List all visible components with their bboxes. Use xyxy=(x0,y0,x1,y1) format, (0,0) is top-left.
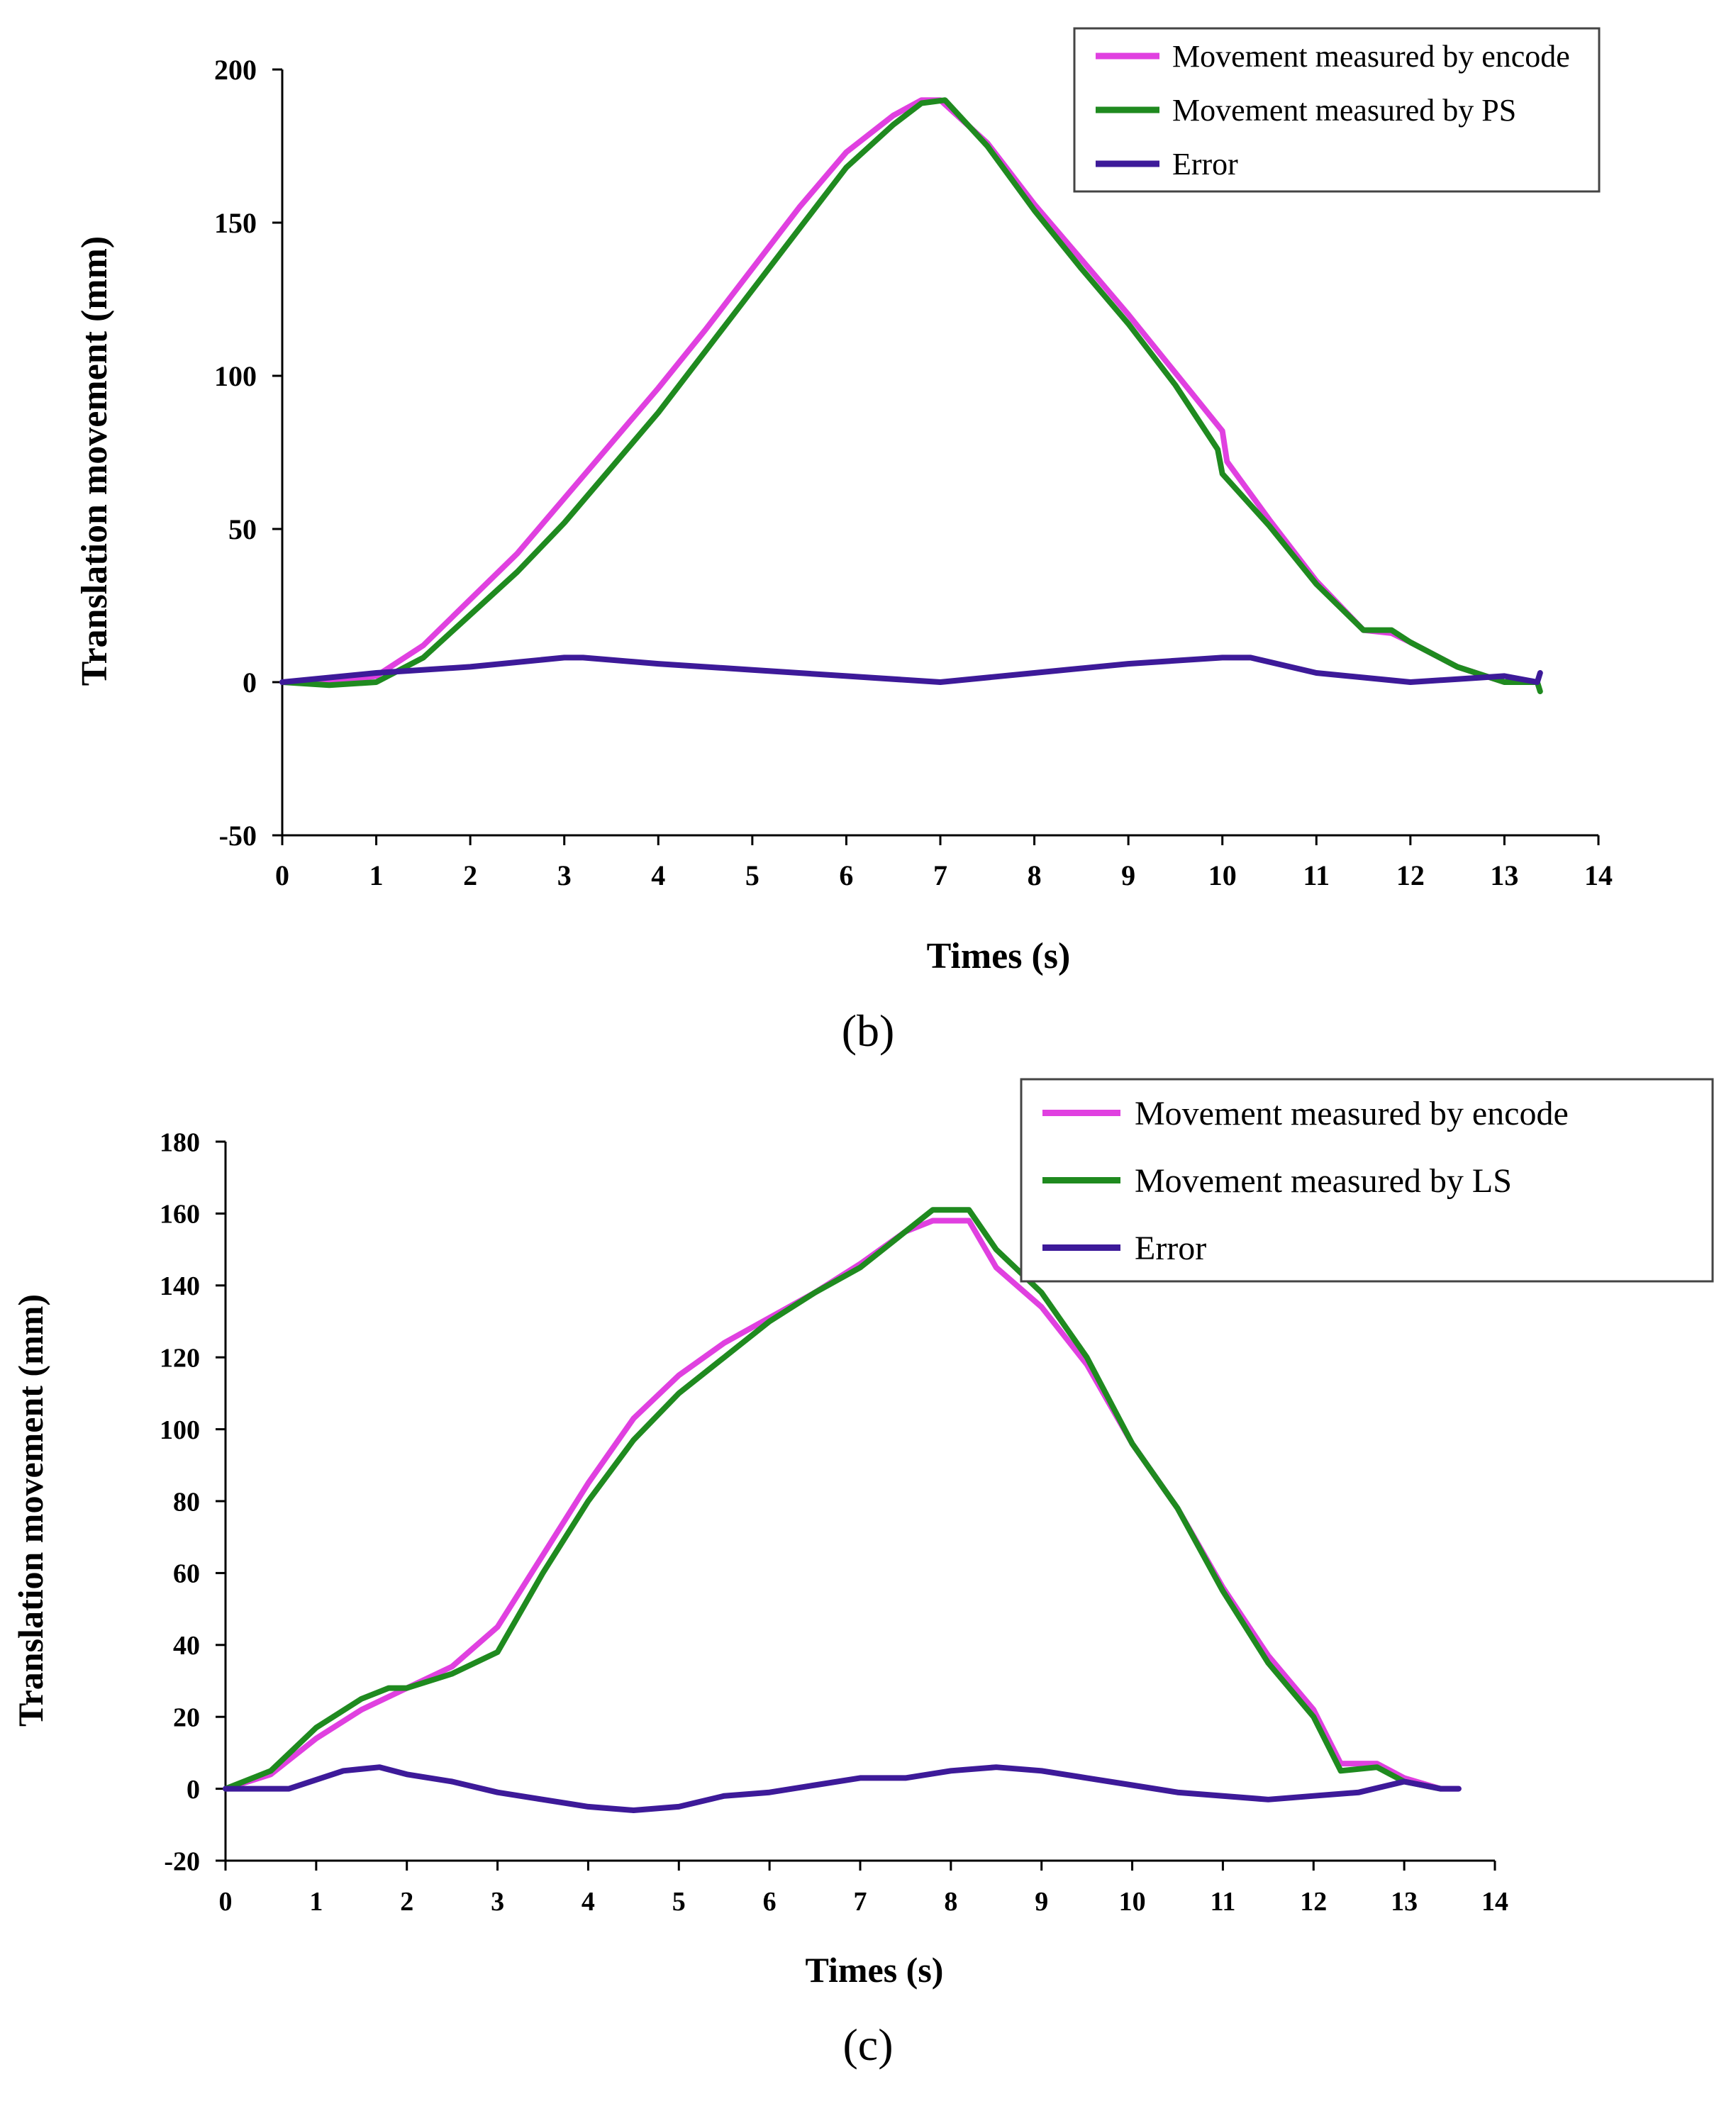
y-tick-label: 180 xyxy=(160,1127,200,1157)
x-tick-label: 8 xyxy=(944,1887,957,1917)
series-line-c-1 xyxy=(223,1207,1444,1792)
legend-entry: Error xyxy=(1172,147,1238,182)
x-tick-label: 2 xyxy=(463,859,477,891)
x-tick-label: 8 xyxy=(1028,859,1042,891)
y-tick-label: 160 xyxy=(160,1200,200,1230)
x-tick-label: 14 xyxy=(1584,859,1613,891)
x-axis-label: Times (s) xyxy=(806,1950,944,1990)
y-tick-label: 100 xyxy=(214,360,257,392)
y-tick-label: 0 xyxy=(243,667,257,698)
y-tick-label: 0 xyxy=(187,1775,200,1805)
x-tick-label: 1 xyxy=(309,1887,323,1917)
panel-label-c: (c) xyxy=(842,2019,893,2070)
y-tick-label: -20 xyxy=(164,1846,200,1876)
y-axis-label: Translation movement (mm) xyxy=(11,1294,50,1727)
x-tick-label: 7 xyxy=(933,859,947,891)
x-tick-label: 7 xyxy=(854,1887,867,1917)
y-axis-label: Translation movement (mm) xyxy=(74,236,115,686)
y-tick-label: 60 xyxy=(173,1559,200,1589)
x-tick-label: 4 xyxy=(582,1887,595,1917)
x-tick-label: 4 xyxy=(651,859,665,891)
legend-b: Movement measured by encode Movement meas… xyxy=(1073,27,1601,193)
x-tick-label: 11 xyxy=(1210,1887,1235,1917)
x-tick-label: 5 xyxy=(745,859,760,891)
legend-c: Movement measured by encode Movement meas… xyxy=(1020,1078,1714,1283)
x-tick-label: 1 xyxy=(369,859,384,891)
y-tick-label: 140 xyxy=(160,1271,200,1301)
x-tick-label: 3 xyxy=(557,859,572,891)
y-tick-label: 50 xyxy=(228,513,257,545)
x-tick-label: 2 xyxy=(400,1887,413,1917)
legend-box xyxy=(1073,27,1601,193)
x-tick-label: 9 xyxy=(1035,1887,1048,1917)
x-tick-label: 12 xyxy=(1300,1887,1327,1917)
x-tick-label: 10 xyxy=(1208,859,1237,891)
y-tick-label: 100 xyxy=(160,1415,200,1445)
legend-entry: Error xyxy=(1135,1230,1206,1267)
x-axis-label: Times (s) xyxy=(927,936,1071,976)
x-tick-label: 5 xyxy=(672,1887,686,1917)
series-line-b-1 xyxy=(279,97,1543,694)
series-line-c-2 xyxy=(223,1764,1462,1813)
x-tick-label: 10 xyxy=(1119,1887,1146,1917)
x-tick-label: 11 xyxy=(1303,859,1330,891)
legend-entry: Movement measured by encode xyxy=(1135,1095,1569,1132)
y-tick-label: 80 xyxy=(173,1487,200,1517)
x-tick-label: 14 xyxy=(1481,1887,1508,1917)
y-tick-label: 40 xyxy=(173,1631,200,1661)
x-tick-label: 12 xyxy=(1396,859,1425,891)
legend-entry: Movement measured by encode xyxy=(1172,39,1570,74)
series-line-c-0 xyxy=(223,1218,1462,1792)
x-tick-label: 3 xyxy=(491,1887,504,1917)
panel-label-b: (b) xyxy=(842,1005,895,1056)
series-line-b-2 xyxy=(279,654,1543,685)
x-tick-label: 9 xyxy=(1121,859,1135,891)
y-tick-label: 120 xyxy=(160,1344,200,1374)
y-tick-label: 200 xyxy=(214,54,257,86)
legend-box xyxy=(1020,1078,1714,1283)
x-tick-label: 0 xyxy=(275,859,289,891)
x-tick-label: 13 xyxy=(1391,1887,1418,1917)
x-tick-label: 6 xyxy=(839,859,853,891)
legend-entry: Movement measured by PS xyxy=(1172,93,1516,128)
x-tick-label: 6 xyxy=(763,1887,777,1917)
y-tick-label: 150 xyxy=(214,207,257,239)
y-tick-label: 20 xyxy=(173,1703,200,1733)
x-tick-label: 0 xyxy=(219,1887,233,1917)
x-tick-label: 13 xyxy=(1490,859,1518,891)
legend-entry: Movement measured by LS xyxy=(1135,1162,1512,1200)
y-tick-label: -50 xyxy=(219,820,257,852)
